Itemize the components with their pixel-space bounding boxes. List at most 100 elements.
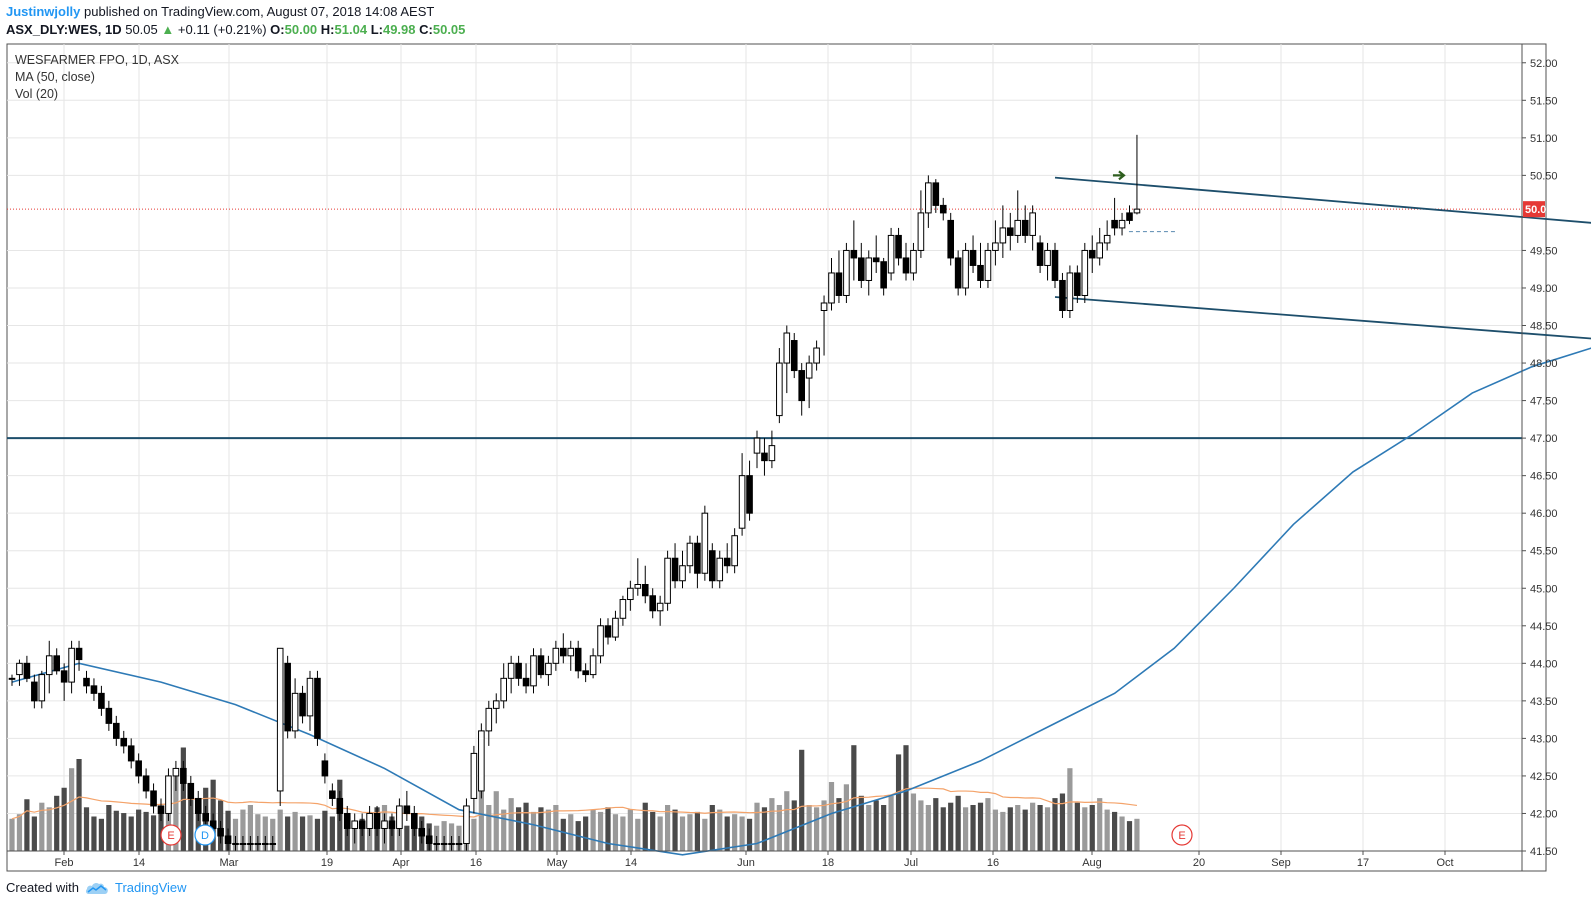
candle-body — [686, 542, 694, 567]
candle-body — [589, 655, 597, 676]
candle — [120, 730, 128, 754]
price-tick-label: 43.00 — [1530, 733, 1558, 745]
dividend-event-icon[interactable]: D — [194, 824, 216, 846]
time-axis[interactable]: Feb 14 Mar 19 Apr 16 May 14 Jun 18 Jul 16 Aug 20 Sep 17… — [7, 850, 1522, 869]
candle — [45, 640, 53, 694]
volume-bar — [285, 816, 291, 851]
ma-indicator-label[interactable]: MA (50, close) — [15, 70, 95, 84]
volume-bar — [24, 799, 30, 851]
channel-lower-line[interactable] — [1054, 296, 1591, 357]
candle-body — [723, 557, 731, 567]
price-tick-label: 51.00 — [1530, 133, 1558, 145]
tradingview-link[interactable]: TradingView — [85, 880, 187, 895]
candle — [932, 179, 940, 213]
candle — [53, 648, 61, 675]
volume-bar — [128, 816, 134, 851]
candle-body — [142, 775, 150, 792]
candle-body — [962, 249, 969, 289]
event-label: E — [167, 830, 174, 842]
author-link[interactable]: Justinwjolly — [6, 4, 81, 19]
time-tick-label: 18 — [822, 857, 834, 869]
volume-bar — [39, 802, 45, 851]
volume-bar — [724, 816, 730, 851]
time-tick-label: Jun — [737, 857, 755, 869]
channel-upper-line[interactable] — [1054, 176, 1591, 243]
volume-bar — [843, 784, 849, 851]
volume-bar — [784, 791, 790, 851]
candle-body — [634, 584, 642, 589]
volume-bar — [717, 809, 723, 851]
volume-bar — [404, 825, 410, 851]
candle — [545, 655, 552, 686]
volume-indicator-label[interactable]: Vol (20) — [15, 87, 59, 101]
price-axis[interactable]: 52.00 51.50 51.00 50.50 50.05 49.50 49.00 48.50… — [1521, 44, 1558, 871]
candle-body — [448, 842, 455, 845]
price-tick-label: 46.50 — [1530, 471, 1558, 483]
volume-bar — [270, 818, 276, 851]
candle-body — [425, 835, 433, 844]
candle — [90, 678, 98, 701]
candle-body — [23, 662, 31, 679]
candle — [925, 175, 932, 228]
candle-body — [180, 767, 187, 784]
candle — [448, 835, 455, 851]
candle-body — [567, 647, 575, 657]
volume-bar — [992, 809, 998, 851]
volume-bar — [150, 815, 157, 851]
volume-bar — [91, 816, 97, 851]
candle — [232, 835, 239, 851]
volume-bar — [873, 800, 879, 851]
candle — [343, 805, 351, 836]
volume-bar — [769, 798, 775, 851]
candle — [358, 813, 366, 836]
time-tick-label: Aug — [1082, 857, 1102, 869]
candle-body — [1103, 234, 1111, 244]
volume-bar — [478, 768, 484, 851]
candle-body — [202, 812, 209, 822]
up-arrow-icon: ▲ — [161, 22, 175, 37]
candle-body — [798, 370, 806, 402]
candle — [329, 783, 336, 806]
candle — [38, 670, 46, 709]
candle — [805, 355, 813, 409]
candle-body — [954, 257, 962, 289]
earnings-event-icon[interactable]: E — [1171, 824, 1193, 846]
candle — [150, 783, 157, 814]
earnings-event-icon[interactable]: E — [160, 824, 182, 846]
candle-body — [1014, 219, 1022, 236]
candle — [582, 663, 589, 683]
candle-body — [463, 805, 470, 844]
candle-body — [157, 805, 165, 814]
candle-body — [701, 512, 709, 574]
candle-body — [75, 647, 83, 661]
candle-body — [537, 655, 545, 676]
volume-bar — [501, 809, 507, 851]
volume-bar — [493, 791, 499, 851]
volume-bar — [948, 802, 954, 851]
candle-body — [1096, 242, 1104, 259]
time-tick-label: 19 — [321, 857, 333, 869]
volume-bar — [1000, 811, 1006, 851]
candle — [627, 580, 634, 611]
price-tick-label: 46.00 — [1530, 508, 1558, 520]
candle — [709, 543, 716, 589]
volume-bar — [1030, 802, 1036, 851]
candle — [872, 235, 880, 273]
close-value: 50.05 — [432, 22, 466, 37]
event-circle — [1171, 824, 1193, 846]
candle-body — [1021, 219, 1029, 236]
candle-body — [872, 257, 880, 263]
candle — [194, 790, 202, 821]
arrow-right-icon — [1112, 170, 1126, 181]
volume-bar — [903, 745, 909, 851]
candle-body — [1126, 212, 1133, 221]
candle — [977, 242, 984, 288]
candle — [530, 648, 537, 694]
volume-bar — [955, 795, 961, 851]
candle-body — [1007, 227, 1014, 236]
candle — [560, 633, 567, 664]
volume-bar — [1089, 805, 1095, 851]
candle-body — [336, 797, 344, 814]
series-title[interactable]: WESFARMER FPO, 1D, ASX — [15, 53, 179, 67]
